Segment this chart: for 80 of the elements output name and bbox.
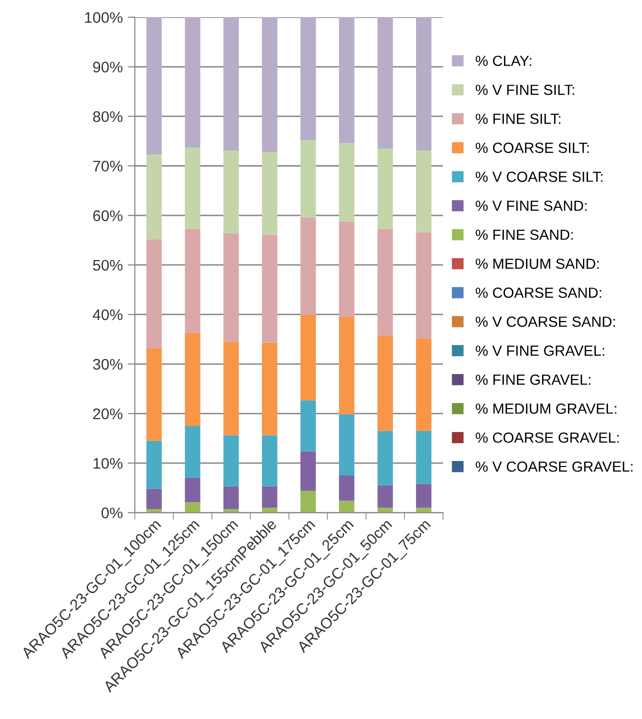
bar <box>338 17 354 144</box>
legend-label: % V FINE GRAVEL: <box>476 346 604 356</box>
bar <box>338 414 354 476</box>
y-tick-label: 80% <box>93 111 122 122</box>
bar <box>146 239 162 348</box>
bar <box>146 488 162 510</box>
legend-label: % COARSE GRAVEL: <box>476 432 619 443</box>
y-tick-label: 100% <box>85 12 122 23</box>
y-tick-label: 0% <box>102 508 122 518</box>
y-tick-label: 70% <box>93 160 122 172</box>
bar <box>416 484 432 508</box>
bar <box>416 150 432 232</box>
bar <box>184 332 200 426</box>
bar <box>146 440 162 489</box>
bar <box>377 430 393 486</box>
bar <box>300 17 316 140</box>
bar <box>184 426 200 478</box>
y-tick-label: 40% <box>92 309 122 320</box>
legend-label: % MEDIUM GRAVEL: <box>476 404 616 414</box>
bar <box>223 233 239 342</box>
bar <box>300 451 316 491</box>
bar <box>223 342 239 436</box>
bar <box>223 17 239 151</box>
bar <box>377 335 393 431</box>
bar <box>416 430 432 484</box>
bar <box>184 478 200 502</box>
bar <box>223 435 239 486</box>
bar <box>223 486 239 510</box>
bar <box>377 228 393 336</box>
bar <box>416 17 432 151</box>
bar <box>377 17 393 149</box>
legend-label: % FINE SAND: <box>476 230 573 240</box>
bar <box>223 150 239 234</box>
bar <box>262 435 278 486</box>
bar <box>262 234 278 343</box>
bar <box>146 348 162 441</box>
bar <box>416 338 432 431</box>
bar <box>338 143 354 222</box>
bar <box>338 316 354 415</box>
bar <box>146 154 162 240</box>
bar <box>184 17 200 148</box>
legend-label: % FINE SILT: <box>476 114 560 124</box>
y-tick-label: 90% <box>93 62 122 72</box>
y-tick-label: 10% <box>94 458 122 469</box>
bar <box>262 152 278 235</box>
legend-label: % V COARSE SILT: <box>476 172 602 182</box>
legend-label: % V COARSE SAND: <box>476 316 615 327</box>
bar <box>184 228 200 333</box>
bar <box>338 475 354 501</box>
bar <box>377 508 393 513</box>
legend-label: % V FINE SILT: <box>476 84 574 95</box>
legend-label: % V FINE SAND: <box>476 200 587 211</box>
legend-label: % COARSE SAND: <box>476 288 602 298</box>
y-tick-label: 30% <box>93 358 122 370</box>
bar <box>300 140 316 218</box>
bar <box>300 400 316 452</box>
legend-label: % V COARSE GRAVEL: <box>476 461 632 472</box>
legend-label: % COARSE SILT: <box>476 142 589 153</box>
bar <box>377 485 393 508</box>
legend-label: % FINE GRAVEL: <box>476 374 590 385</box>
bar <box>146 17 162 154</box>
bar <box>338 500 354 513</box>
bar <box>300 490 316 513</box>
bar <box>262 342 278 436</box>
bar <box>262 508 278 513</box>
bar <box>262 486 278 508</box>
y-tick-label: 60% <box>93 210 122 222</box>
bar <box>338 221 354 317</box>
legend-label: % CLAY: <box>476 56 532 66</box>
y-tick-label: 50% <box>93 260 122 271</box>
bar <box>300 217 316 315</box>
bar <box>416 508 432 513</box>
legend-label: % MEDIUM SAND: <box>476 258 599 269</box>
bar <box>416 232 432 338</box>
bar <box>300 314 316 400</box>
bar <box>184 148 200 229</box>
bar <box>184 502 200 513</box>
y-tick-label: 20% <box>93 408 122 420</box>
bar <box>377 148 393 229</box>
bar <box>262 17 278 152</box>
